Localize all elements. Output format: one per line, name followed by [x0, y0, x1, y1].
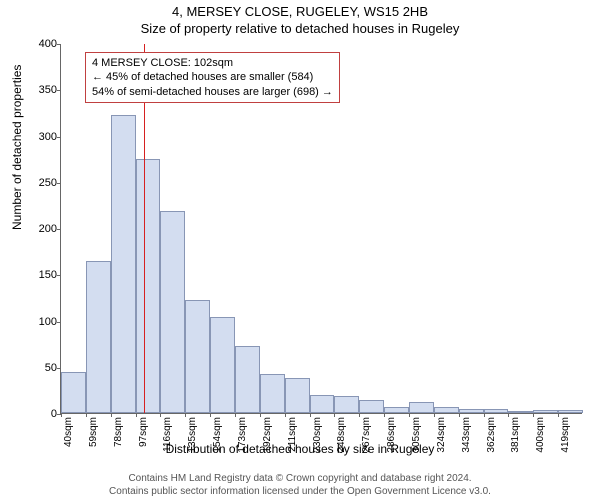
x-tick-mark [484, 413, 485, 417]
x-tick-mark [384, 413, 385, 417]
x-tick-mark [86, 413, 87, 417]
x-tick-mark [235, 413, 236, 417]
bar [484, 409, 509, 413]
bar [310, 395, 335, 414]
bar [434, 407, 459, 413]
annotation-line: ← 45% of detached houses are smaller (58… [92, 70, 333, 84]
bar [210, 317, 235, 413]
bar [111, 115, 136, 413]
x-tick-mark [558, 413, 559, 417]
x-tick-mark [285, 413, 286, 417]
bar [334, 396, 359, 413]
bar [260, 374, 285, 413]
bar [359, 400, 384, 413]
bar [533, 410, 558, 413]
y-tick-mark [57, 137, 61, 138]
footer: Contains HM Land Registry data © Crown c… [0, 472, 600, 498]
bar [409, 402, 434, 413]
annotation-line: 4 MERSEY CLOSE: 102sqm [92, 56, 333, 70]
x-tick-mark [260, 413, 261, 417]
y-tick-mark [57, 44, 61, 45]
x-tick-mark [310, 413, 311, 417]
chart-area: 05010015020025030035040040sqm59sqm78sqm9… [60, 44, 582, 414]
y-tick-mark [57, 229, 61, 230]
y-tick-mark [57, 90, 61, 91]
title-main: 4, MERSEY CLOSE, RUGELEY, WS15 2HB [0, 0, 600, 19]
annotation-line: 54% of semi-detached houses are larger (… [92, 85, 333, 99]
y-tick-mark [57, 322, 61, 323]
y-tick-mark [57, 275, 61, 276]
footer-line-2: Contains public sector information licen… [0, 485, 600, 498]
x-tick-mark [136, 413, 137, 417]
x-tick-mark [210, 413, 211, 417]
x-tick-mark [61, 413, 62, 417]
x-tick-mark [459, 413, 460, 417]
y-tick-mark [57, 368, 61, 369]
bar [558, 410, 583, 413]
y-axis-label: Number of detached properties [10, 65, 24, 230]
bar [459, 409, 484, 413]
bar [285, 378, 310, 413]
y-tick-mark [57, 183, 61, 184]
bar [136, 159, 161, 413]
bar [185, 300, 210, 413]
x-tick-mark [111, 413, 112, 417]
bar [235, 346, 260, 413]
x-axis-label: Distribution of detached houses by size … [0, 442, 600, 456]
annotation-box: 4 MERSEY CLOSE: 102sqm← 45% of detached … [85, 52, 340, 103]
bar [86, 261, 111, 413]
bar [384, 407, 409, 413]
x-tick-mark [434, 413, 435, 417]
x-tick-mark [409, 413, 410, 417]
bar [508, 411, 533, 413]
bar [61, 372, 86, 413]
bar [160, 211, 185, 413]
footer-line-1: Contains HM Land Registry data © Crown c… [0, 472, 600, 485]
title-sub: Size of property relative to detached ho… [0, 19, 600, 36]
